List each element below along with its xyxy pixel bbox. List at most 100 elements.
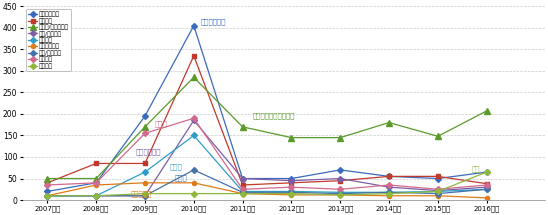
토목/건설분야: [191, 169, 197, 171]
토목/건설분야: [288, 191, 295, 194]
정보공학분야: [191, 181, 197, 184]
기타분야: [142, 132, 149, 135]
정보공학분야: [44, 194, 50, 197]
Text: 電気・電子糸: 電気・電子糸: [201, 18, 227, 25]
수학/물리분야: [288, 179, 295, 182]
원자력/에너지분야: [337, 136, 344, 139]
기계분야: [44, 181, 50, 184]
인문계열: [44, 194, 50, 197]
기타분야: [483, 184, 490, 186]
Line: 정보공학분야: 정보공학분야: [45, 181, 489, 200]
수학/물리분야: [93, 194, 99, 197]
정보공학분야: [435, 194, 441, 197]
정보공학분야: [386, 194, 392, 197]
기타분야: [191, 117, 197, 120]
인문계열: [386, 192, 392, 195]
수학/물리분야: [386, 186, 392, 188]
전기전자분야: [191, 24, 197, 27]
원자력/에너지분야: [288, 136, 295, 139]
기타분야: [386, 184, 392, 186]
원자력/에너지분야: [239, 126, 246, 128]
원자력/에너지분야: [191, 76, 197, 79]
원자력/에너지분야: [93, 177, 99, 180]
기계분야: [191, 55, 197, 57]
기계분야: [386, 175, 392, 178]
수학/물리분야: [337, 177, 344, 180]
Line: 원자력/에너지분야: 원자력/에너지분야: [44, 75, 489, 181]
전기전자분야: [93, 181, 99, 184]
전기전자분야: [337, 169, 344, 171]
인문계열: [483, 171, 490, 173]
화학분야: [142, 171, 149, 173]
화학분야: [288, 190, 295, 193]
수학/물리분야: [435, 189, 441, 192]
기계분야: [142, 162, 149, 165]
Line: 화학분야: 화학분야: [45, 133, 489, 198]
Text: 土木糸: 土木糸: [174, 174, 187, 181]
Line: 기계분야: 기계분야: [45, 54, 489, 187]
화학분야: [93, 194, 99, 197]
Line: 토목/건설분야: 토목/건설분야: [45, 168, 489, 198]
화학분야: [386, 191, 392, 194]
화학분야: [435, 190, 441, 193]
화학분야: [191, 134, 197, 137]
원자력/에너지분야: [142, 126, 149, 128]
Text: 数学・物理糸: 数学・物理糸: [135, 149, 161, 155]
수학/물리분야: [239, 177, 246, 180]
정보공학분야: [337, 194, 344, 196]
Line: 수학/물리분야: 수학/물리분야: [45, 118, 489, 198]
정보공학분야: [483, 197, 490, 199]
정보공학분야: [93, 184, 99, 186]
전기전자분야: [44, 190, 50, 193]
Line: 전기전자분야: 전기전자분야: [45, 24, 489, 194]
기계분야: [337, 179, 344, 182]
화학분야: [44, 194, 50, 197]
수학/물리분야: [191, 119, 197, 122]
Legend: 전기전자분야, 기계분야, 원자력/에너지분야, 수학/물리분야, 화학분야, 정보공학분야, 토목/건설분야, 기타분야, 인문계열: 전기전자분야, 기계분야, 원자력/에너지분야, 수학/물리분야, 화학분야, …: [26, 9, 71, 71]
Text: 化学糸: 化学糸: [169, 163, 182, 170]
전기전자분야: [386, 175, 392, 178]
Line: 인문계열: 인문계열: [45, 170, 489, 198]
토목/건설분야: [337, 192, 344, 195]
기계분야: [483, 182, 490, 185]
토목/건설분야: [142, 194, 149, 197]
수학/물리분야: [44, 194, 50, 197]
기계분야: [435, 175, 441, 178]
기계분야: [239, 184, 246, 186]
기타분야: [337, 188, 344, 190]
원자력/에너지분야: [44, 177, 50, 180]
원자력/에너지분야: [435, 135, 441, 138]
인문계열: [435, 190, 441, 193]
화학분야: [483, 188, 490, 190]
수학/물리분야: [483, 186, 490, 188]
인문계열: [191, 192, 197, 195]
원자력/에너지분야: [386, 121, 392, 124]
화학분야: [239, 190, 246, 193]
Text: その他: その他: [155, 120, 168, 127]
토목/건설분야: [435, 192, 441, 195]
기타분야: [44, 184, 50, 186]
기타분야: [239, 188, 246, 190]
전기전자분야: [239, 177, 246, 180]
기계분야: [288, 181, 295, 184]
토목/건설분야: [483, 188, 490, 190]
Text: 情報工学糸: 情報工学糸: [130, 191, 152, 197]
인문계열: [239, 192, 246, 195]
기계분야: [93, 162, 99, 165]
전기전자분야: [142, 115, 149, 117]
인문계열: [142, 192, 149, 195]
전기전자분야: [483, 171, 490, 173]
화학분야: [337, 191, 344, 194]
수학/물리분야: [142, 194, 149, 197]
토목/건설분야: [93, 194, 99, 197]
Line: 기타분야: 기타분야: [45, 116, 489, 191]
Text: 原子力・エネルギー糸: 原子力・エネルギー糸: [253, 112, 295, 118]
토목/건설분야: [386, 191, 392, 194]
전기전자분야: [288, 177, 295, 180]
기타분야: [435, 188, 441, 190]
정보공학분야: [239, 192, 246, 195]
인문계열: [337, 194, 344, 196]
정보공학분야: [142, 181, 149, 184]
토목/건설분야: [44, 194, 50, 197]
원자력/에너지분야: [483, 110, 490, 112]
